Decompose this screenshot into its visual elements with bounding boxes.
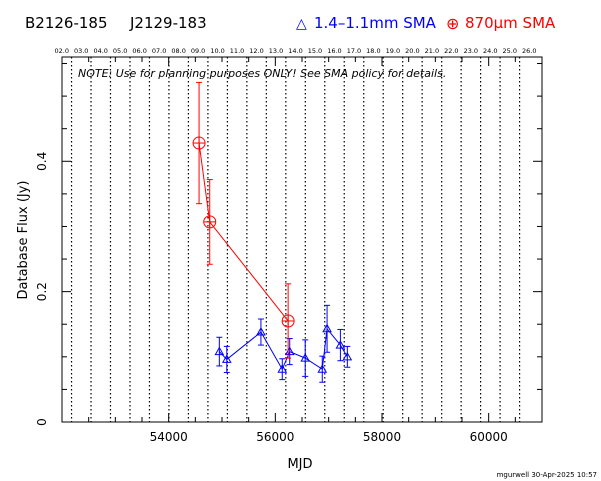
data-point xyxy=(317,364,328,373)
top-axis-tick-label: 13.0 xyxy=(269,47,283,55)
data-point xyxy=(256,327,266,336)
top-axis-tick-label: 22.0 xyxy=(444,47,458,55)
plot-frame xyxy=(61,56,543,423)
top-axis-tick-label: 25.0 xyxy=(503,47,517,55)
data-point xyxy=(214,346,225,356)
top-axis-tick-label: 17.0 xyxy=(347,47,361,55)
top-axis-tick-label: 02.0 xyxy=(54,47,68,55)
series-line xyxy=(198,142,289,322)
data-point xyxy=(335,340,346,349)
top-axis-tick-label: 07.0 xyxy=(152,47,166,55)
top-axis-tick-label: 14.0 xyxy=(288,47,302,55)
y-tick-label: 0.2 xyxy=(35,282,49,301)
data-point xyxy=(281,314,295,328)
x-tick-label: 58000 xyxy=(363,430,401,444)
top-axis-tick-label: 15.0 xyxy=(308,47,322,55)
source-name: B2126-185 xyxy=(25,14,108,32)
y-tick-label: 0 xyxy=(35,418,49,426)
data-point xyxy=(203,215,217,229)
top-axis-tick-label: 24.0 xyxy=(483,47,497,55)
top-axis-tick-label: 06.0 xyxy=(132,47,146,55)
x-tick-label: 56000 xyxy=(256,430,294,444)
top-axis-tick-label: 21.0 xyxy=(425,47,439,55)
y-tick-label: 0.4 xyxy=(35,152,49,171)
data-point xyxy=(322,323,332,333)
data-point xyxy=(277,364,288,373)
x-tick-label: 60000 xyxy=(470,430,508,444)
x-axis-label: MJD xyxy=(287,457,312,472)
data-point xyxy=(192,136,206,150)
legend-red-label: 870μm SMA xyxy=(465,14,556,32)
top-axis-tick-label: 03.0 xyxy=(74,47,88,55)
top-axis-tick-label: 04.0 xyxy=(93,47,107,55)
top-axis-tick-label: 20.0 xyxy=(405,47,419,55)
top-axis-tick-label: 18.0 xyxy=(366,47,380,55)
data-point xyxy=(221,354,232,363)
top-axis-tick-label: 08.0 xyxy=(171,47,185,55)
top-axis-tick-label: 05.0 xyxy=(113,47,127,55)
alt-source-name: J2129-183 xyxy=(129,14,207,32)
top-axis-tick-label: 09.0 xyxy=(191,47,205,55)
top-axis-tick-label: 16.0 xyxy=(327,47,341,55)
top-axis-tick-label: 23.0 xyxy=(464,47,478,55)
top-axis-tick-label: 12.0 xyxy=(249,47,263,55)
legend-blue-label: 1.4–1.1mm SMA xyxy=(314,14,437,32)
y-axis-label: Database Flux (Jy) xyxy=(16,181,31,300)
planning-note: NOTE: Use for planning purposes ONLY! Se… xyxy=(78,67,446,80)
top-axis-tick-label: 26.0 xyxy=(522,47,536,55)
series-line xyxy=(218,327,348,371)
data-point xyxy=(342,351,353,361)
x-tick-label: 54000 xyxy=(150,430,188,444)
top-axis-tick-label: 11.0 xyxy=(230,47,244,55)
legend-red-marker: ⊕ xyxy=(446,14,459,33)
top-axis-tick-label: 10.0 xyxy=(210,47,224,55)
legend-blue-marker: △ xyxy=(296,16,307,32)
top-axis-tick-label: 19.0 xyxy=(386,47,400,55)
data-point xyxy=(300,353,311,362)
footer-stamp: mgurwell 30-Apr-2025 10:57 xyxy=(497,471,597,479)
